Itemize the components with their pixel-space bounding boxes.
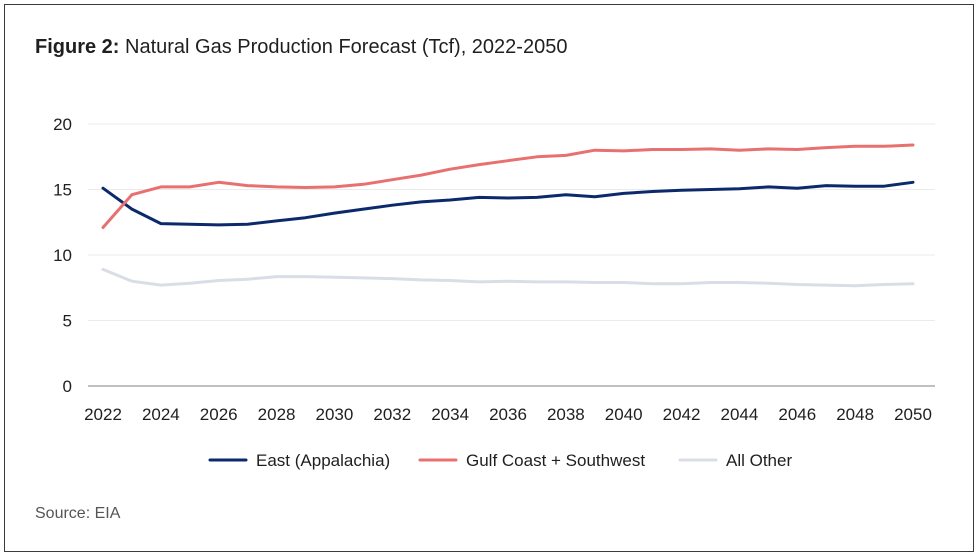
x-tick-label: 2044 <box>721 405 759 424</box>
x-tick-label: 2050 <box>894 405 932 424</box>
x-tick-label: 2022 <box>84 405 122 424</box>
x-tick-label: 2034 <box>431 405 469 424</box>
y-axis-ticks: 0 5 10 15 20 <box>53 115 72 396</box>
x-tick-label: 2030 <box>316 405 354 424</box>
legend-label-east-appalachia: East (Appalachia) <box>256 451 390 470</box>
x-tick-label: 2046 <box>778 405 816 424</box>
x-tick-label: 2028 <box>258 405 296 424</box>
x-tick-label: 2048 <box>836 405 874 424</box>
series-line-gulf-coast-southwest <box>101 143 915 229</box>
x-tick-label: 2036 <box>489 405 527 424</box>
x-tick-label: 2024 <box>142 405 180 424</box>
figure-frame <box>4 4 974 552</box>
y-tick-label: 20 <box>53 115 72 134</box>
series-line-east-appalachia <box>101 180 915 227</box>
x-tick-label: 2038 <box>547 405 585 424</box>
x-axis-ticks: 2022 2024 2026 2028 2030 2032 2034 2036 2038 2040… <box>84 405 932 424</box>
legend-label-all-other: All Other <box>726 451 792 470</box>
chart-title: Figure 2: Natural Gas Production Forecas… <box>35 36 567 59</box>
x-tick-label: 2042 <box>663 405 701 424</box>
y-tick-label: 15 <box>53 181 72 200</box>
figure-number: Figure 2: <box>35 36 120 58</box>
x-tick-label: 2032 <box>373 405 411 424</box>
x-tick-label: 2026 <box>200 405 238 424</box>
series-lines <box>101 143 915 288</box>
y-tick-label: 5 <box>63 312 72 331</box>
legend-label-gulf-coast-southwest: Gulf Coast + Southwest <box>466 451 645 470</box>
gridlines <box>88 123 935 387</box>
figure-title-text: Natural Gas Production Forecast (Tcf), 2… <box>125 36 568 58</box>
y-tick-label: 0 <box>63 377 72 396</box>
legend: East (Appalachia) Gulf Coast + Southwest A… <box>208 451 792 470</box>
series-line-all-other <box>101 267 915 288</box>
source-note: Source: EIA <box>35 505 121 522</box>
y-tick-label: 10 <box>53 246 72 265</box>
x-tick-label: 2040 <box>605 405 643 424</box>
